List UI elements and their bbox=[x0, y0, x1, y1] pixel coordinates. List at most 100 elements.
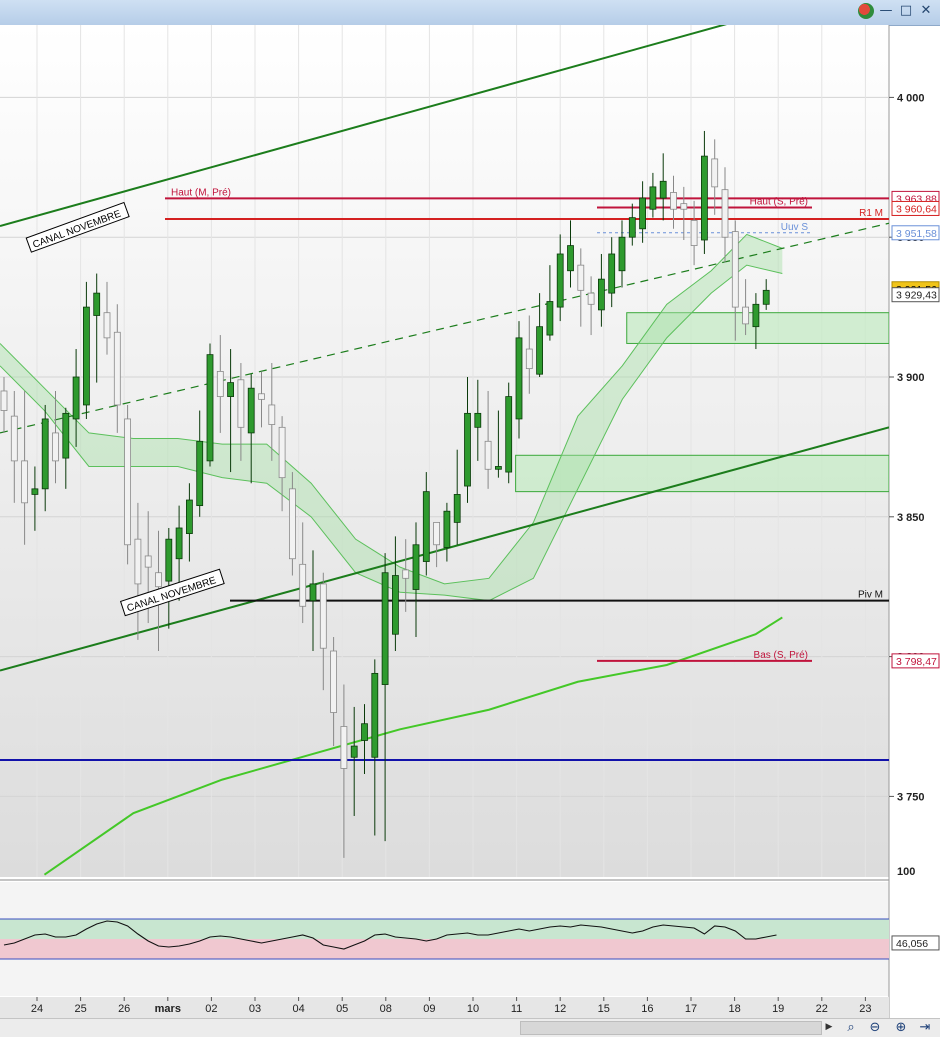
x-tick-label: 16 bbox=[641, 1003, 653, 1015]
price-label-box bbox=[891, 653, 940, 669]
app-logo-icon[interactable] bbox=[858, 3, 874, 19]
x-tick-label: 10 bbox=[467, 1003, 479, 1015]
bull-candle-body bbox=[412, 544, 420, 590]
rsi-oversold-zone bbox=[0, 939, 889, 959]
bull-candle-body bbox=[185, 499, 193, 534]
ma200-line bbox=[43, 616, 783, 876]
candle bbox=[618, 220, 626, 288]
scroll-end-icon[interactable]: ⇥ bbox=[919, 1020, 931, 1035]
candle bbox=[752, 293, 760, 350]
level-label: Piv M bbox=[858, 590, 883, 601]
price-label: 3 798,47 bbox=[896, 656, 937, 668]
x-tick-label: 17 bbox=[685, 1003, 697, 1015]
bear-candle-body bbox=[587, 292, 595, 305]
candle bbox=[93, 273, 101, 383]
support-zone bbox=[515, 454, 889, 493]
candle bbox=[422, 472, 430, 576]
candle bbox=[608, 237, 616, 308]
level-label: Haut (S, Pré) bbox=[750, 196, 808, 207]
candle bbox=[31, 466, 39, 531]
window-titlebar: — □ ✕ bbox=[0, 0, 940, 26]
bull-candle-body bbox=[598, 278, 605, 311]
bull-candle-body bbox=[31, 488, 39, 495]
candle bbox=[525, 315, 533, 394]
window-controls: — □ ✕ bbox=[858, 3, 934, 19]
ma-band bbox=[0, 233, 783, 602]
candle bbox=[41, 404, 49, 512]
x-tick-label: 09 bbox=[423, 1003, 435, 1015]
bull-candle-body bbox=[505, 396, 513, 473]
bull-candle-body bbox=[175, 527, 183, 560]
price-label-box bbox=[891, 200, 940, 216]
bear-candle-body bbox=[721, 189, 729, 238]
x-tick-label: 22 bbox=[816, 1003, 828, 1015]
y-tick-label: 4 000 bbox=[897, 92, 925, 104]
bear-candle-body bbox=[433, 521, 441, 546]
date-axis-background bbox=[0, 997, 889, 1018]
channel-line bbox=[0, 426, 889, 672]
bear-candle-body bbox=[731, 231, 739, 308]
candle bbox=[412, 522, 420, 638]
price-label: 3 960,64 bbox=[896, 203, 937, 215]
chart-area[interactable]: Haut (M, Pré) Haut (S, Pré) R1 M Uuv S Piv M… bbox=[0, 25, 940, 1018]
rsi-line bbox=[3, 920, 777, 950]
bear-candle-body bbox=[237, 379, 245, 428]
minimize-icon[interactable]: — bbox=[879, 3, 893, 18]
candle bbox=[711, 139, 719, 215]
x-tick-label: 25 bbox=[74, 1003, 86, 1015]
price-label-box bbox=[891, 287, 940, 303]
candle bbox=[628, 203, 636, 246]
bear-candle-body bbox=[0, 390, 8, 411]
candle bbox=[52, 390, 59, 484]
bull-candle-body bbox=[309, 583, 317, 602]
candle bbox=[134, 502, 142, 640]
candle bbox=[649, 172, 657, 218]
bull-candle-body bbox=[165, 538, 173, 582]
horizontal-scrollbar[interactable]: ▶ ⌕ ⊖ ⊕ ⇥ bbox=[0, 1018, 940, 1037]
candle bbox=[247, 374, 255, 484]
bull-candle-body bbox=[628, 217, 636, 238]
candle bbox=[556, 234, 564, 322]
candle bbox=[546, 265, 554, 341]
x-tick-label: 26 bbox=[118, 1003, 130, 1015]
candle bbox=[206, 343, 214, 467]
candle bbox=[350, 706, 358, 816]
candle bbox=[721, 167, 729, 263]
x-tick-label: 04 bbox=[292, 1003, 304, 1015]
scroll-right-icon[interactable]: ▶ bbox=[825, 1022, 833, 1032]
zoom-out-icon[interactable]: ⊖ bbox=[869, 1020, 881, 1035]
candle bbox=[494, 410, 502, 478]
level-label: Uuv S bbox=[781, 222, 809, 233]
bear-candle-body bbox=[690, 220, 698, 246]
candle bbox=[690, 200, 698, 266]
candle bbox=[227, 349, 235, 473]
scroll-thumb[interactable] bbox=[520, 1021, 822, 1035]
close-icon[interactable]: ✕ bbox=[920, 3, 932, 18]
bull-candle-body bbox=[62, 412, 70, 459]
bull-candle-body bbox=[464, 412, 471, 487]
plot-background bbox=[0, 25, 889, 877]
candles bbox=[0, 130, 770, 858]
bull-candle-body bbox=[361, 723, 368, 741]
bear-candle-body bbox=[319, 583, 327, 649]
candle bbox=[288, 472, 296, 576]
bear-candle-body bbox=[484, 440, 492, 470]
candle bbox=[577, 248, 585, 327]
candle bbox=[299, 522, 307, 624]
candle bbox=[196, 410, 204, 517]
candle bbox=[340, 684, 348, 858]
zoom-in-icon[interactable]: ⊕ bbox=[895, 1020, 907, 1035]
candle bbox=[124, 404, 131, 565]
candle bbox=[72, 349, 80, 447]
channel-lines bbox=[0, 25, 889, 672]
level-label: Haut (M, Pré) bbox=[171, 187, 231, 198]
zoom-fit-icon[interactable]: ⌕ bbox=[847, 1020, 855, 1035]
bull-candle-body bbox=[371, 672, 379, 758]
bull-candle-body bbox=[93, 292, 101, 316]
bear-candle-body bbox=[155, 572, 162, 588]
bull-candle-body bbox=[227, 382, 235, 397]
bull-candle-body bbox=[83, 306, 90, 406]
candle bbox=[62, 407, 70, 489]
candle bbox=[515, 321, 523, 439]
restore-icon[interactable]: □ bbox=[899, 3, 913, 18]
